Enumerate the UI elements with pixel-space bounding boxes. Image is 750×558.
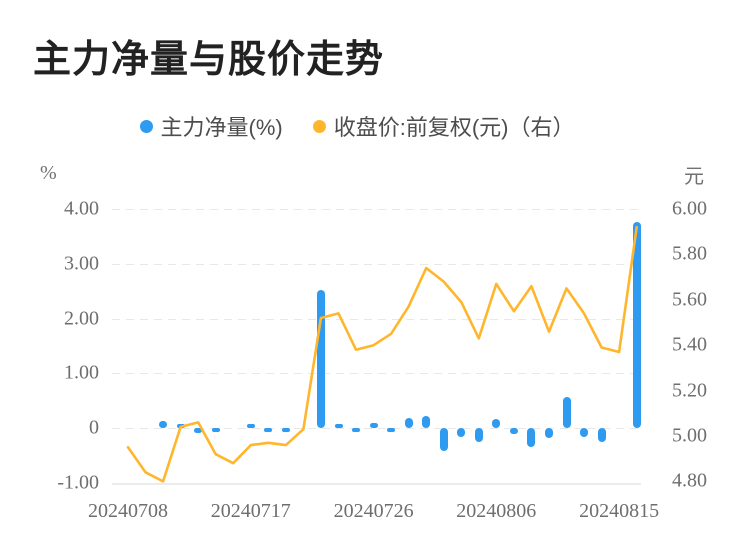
bar-main-net-volume[interactable] [387,428,396,432]
bar-main-net-volume[interactable] [597,428,606,442]
bar-main-net-volume[interactable] [509,428,518,434]
legend-item-main-net-volume[interactable]: 主力净量(%) [139,110,283,142]
x-axis-tick: 20240806 [456,500,537,522]
left-axis-tick: 0 [89,416,99,439]
x-axis-tick: 20240708 [88,500,168,522]
bar-main-net-volume[interactable] [281,428,290,432]
bar-main-net-volume[interactable] [632,222,641,428]
legend-label: 收盘价:前复权(元)（右） [333,115,575,140]
left-axis-tick: 3.00 [64,252,99,275]
bar-main-net-volume[interactable] [422,415,431,428]
bar-main-net-volume[interactable] [545,428,553,438]
right-axis-tick: 5.60 [672,288,707,311]
right-axis-tick: 5.80 [672,242,707,265]
gridline [112,263,641,265]
bar-main-net-volume[interactable] [474,428,483,442]
right-axis-tick: 6.00 [672,197,707,220]
bar-main-net-volume[interactable] [194,428,203,433]
legend-dot-icon [139,119,153,133]
bar-main-net-volume[interactable] [404,418,413,428]
legend: 主力净量(%) 收盘价:前复权(元)（右） [0,110,732,142]
bar-main-net-volume[interactable] [316,289,325,428]
gridline [112,318,641,320]
bar-main-net-volume[interactable] [352,428,360,432]
bar-main-net-volume[interactable] [527,428,536,448]
right-axis-tick: 4.80 [672,469,707,492]
bar-main-net-volume[interactable] [492,419,501,428]
bar-main-net-volume[interactable] [562,396,571,428]
right-axis-tick: 5.40 [672,333,707,356]
left-axis-tick: 4.00 [64,197,99,220]
bar-main-net-volume[interactable] [580,428,588,438]
bar-main-net-volume[interactable] [246,424,255,428]
left-axis-unit: % [40,162,57,184]
left-axis-tick: 2.00 [64,307,99,330]
legend-label: 主力净量(%) [160,115,283,140]
x-axis-line [112,483,641,485]
gridline [112,373,641,375]
gridline [112,209,641,210]
bar-main-net-volume[interactable] [457,428,466,437]
legend-item-close-price[interactable]: 收盘价:前复权(元)（右） [312,110,575,142]
bar-main-net-volume[interactable] [211,428,220,432]
bar-main-net-volume[interactable] [439,428,448,451]
bar-main-net-volume[interactable] [369,423,378,428]
right-axis-tick: 5.00 [672,424,707,447]
x-axis-tick: 20240815 [579,500,660,522]
right-axis-tick: 5.20 [672,379,707,402]
gridline [112,428,641,430]
bar-main-net-volume[interactable] [159,420,168,428]
bar-main-net-volume[interactable] [264,428,273,432]
chart-title: 主力净量与股价走势 [33,39,385,81]
left-axis-tick: 1.00 [64,361,99,384]
legend-dot-icon [312,119,326,133]
x-axis-tick: 20240726 [333,500,414,522]
x-axis-tick: 20240717 [210,500,291,522]
bar-main-net-volume[interactable] [334,424,343,428]
right-axis-unit: 元 [684,166,704,188]
left-axis-tick: -1.00 [57,471,99,494]
